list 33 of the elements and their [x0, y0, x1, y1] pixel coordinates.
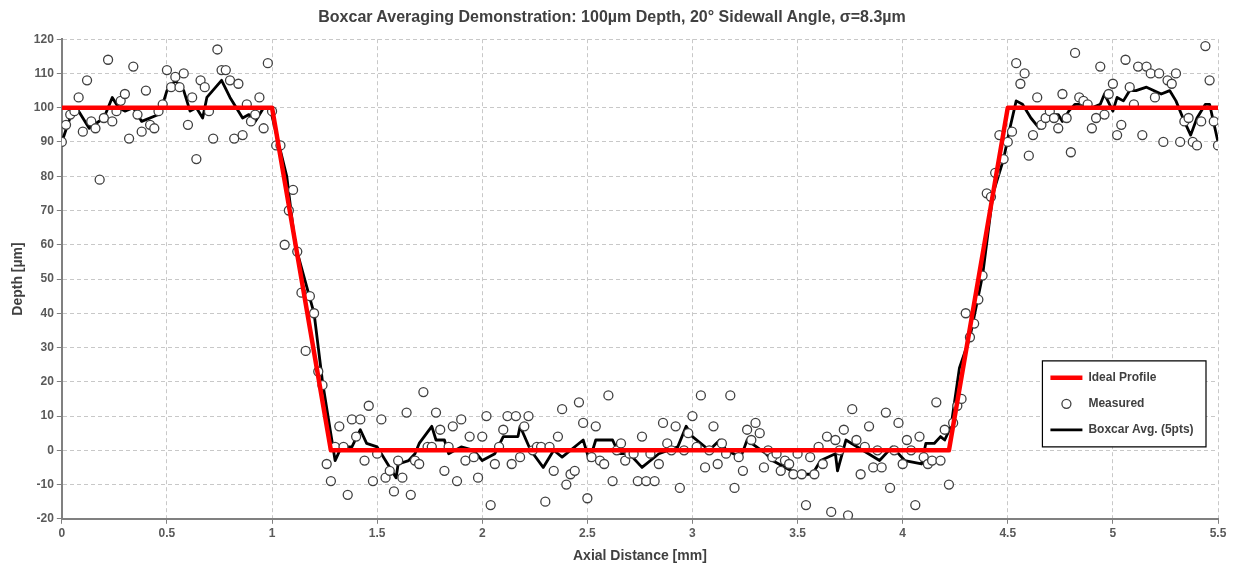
legend-label: Boxcar Avg. (5pts) — [1088, 422, 1194, 437]
x-tick-label: 2.5 — [579, 526, 597, 541]
x-tick-label: 0 — [58, 526, 66, 541]
x-tick-label: 1 — [268, 526, 276, 541]
x-tick-label: 3 — [689, 526, 697, 541]
x-axis-title: Axial Distance [mm] — [573, 547, 707, 564]
legend-label: Measured — [1088, 396, 1145, 411]
y-tick-label: -10 — [36, 476, 55, 491]
y-tick-label: 50 — [40, 271, 55, 286]
y-tick-label: 60 — [40, 237, 55, 252]
y-tick-label: 20 — [40, 374, 55, 389]
y-axis-title: Depth [µm] — [9, 242, 26, 316]
x-tick-label: 4.5 — [999, 526, 1017, 541]
y-tick-label: 30 — [40, 339, 55, 354]
y-tick-label: 120 — [33, 31, 55, 46]
y-tick-label: 100 — [33, 100, 55, 115]
x-tick-label: 5.5 — [1209, 526, 1227, 541]
y-tick-label: 90 — [40, 134, 55, 149]
chart-title: Boxcar Averaging Demonstration: 100µm Depth, 20° Sidewall Angle, σ=8.3µm — [318, 8, 906, 26]
y-tick-label: 70 — [40, 202, 55, 217]
y-tick-label: 80 — [40, 168, 55, 183]
x-tick-label: 1.5 — [368, 526, 386, 541]
x-tick-label: 3.5 — [789, 526, 807, 541]
x-tick-label: 4 — [899, 526, 907, 541]
y-tick-label: 110 — [34, 65, 55, 80]
legend-label: Ideal Profile — [1088, 370, 1157, 385]
y-tick-label: 0 — [47, 442, 55, 457]
x-tick-label: 0.5 — [158, 526, 176, 541]
x-tick-label: 5 — [1109, 526, 1117, 541]
y-tick-label: 10 — [40, 408, 55, 423]
y-tick-label: 40 — [40, 305, 55, 320]
x-tick-label: 2 — [478, 526, 486, 541]
y-tick-label: -20 — [36, 511, 55, 526]
